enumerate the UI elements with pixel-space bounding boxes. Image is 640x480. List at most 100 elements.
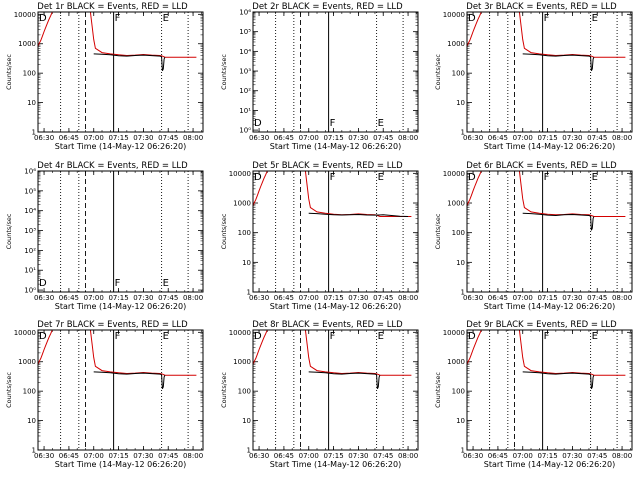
- y-tick-label: 10⁴: [239, 48, 251, 56]
- panel-det-4: Det 4r BLACK = Events, RED = LLD Counts/s…: [5, 161, 204, 311]
- mode-letter: E: [592, 13, 598, 24]
- y-tick-label: 1: [461, 289, 465, 297]
- mode-letter: D: [468, 13, 476, 24]
- x-tick-label: 07:00: [513, 452, 533, 460]
- x-tick-label: 07:45: [587, 452, 607, 460]
- mode-letter: E: [378, 118, 384, 129]
- mode-letter: F: [544, 172, 550, 183]
- mode-letter: D: [468, 172, 476, 183]
- x-tick-label: 06:45: [59, 134, 79, 142]
- plot-frame: [252, 329, 419, 451]
- mode-letter: D: [254, 118, 262, 129]
- x-tick-label: 06:45: [59, 294, 79, 302]
- x-tick-label: 06:30: [34, 134, 54, 142]
- plot-frame: [37, 170, 204, 293]
- x-tick-label: 08:00: [398, 134, 418, 142]
- series-events-line: [522, 53, 595, 72]
- y-tick-label: 1: [247, 447, 251, 455]
- x-tick-label: 06:30: [249, 134, 269, 142]
- x-tick-label: 06:30: [34, 294, 54, 302]
- panel-title: Det 9r BLACK = Events, RED = LLD: [466, 320, 617, 330]
- mode-letter: D: [468, 331, 476, 342]
- y-tick-label: 10: [456, 417, 465, 425]
- y-tick-label: 100: [452, 70, 465, 78]
- panel-det-6: Det 6r BLACK = Events, RED = LLD Counts/s…: [434, 161, 633, 311]
- x-tick-label: 07:45: [587, 134, 607, 142]
- x-tick-label: 07:30: [562, 294, 582, 302]
- x-axis-label: Start Time (14-May-12 06:26:20): [55, 460, 186, 469]
- plot-frame: [37, 11, 204, 133]
- mode-letter: D: [39, 13, 47, 24]
- y-tick-label: 10000: [443, 329, 465, 337]
- x-tick-label: 07:30: [133, 294, 153, 302]
- y-tick-label: 10⁵: [239, 28, 251, 36]
- y-tick-label: 10: [27, 99, 36, 107]
- y-tick-label: 100: [452, 229, 465, 237]
- y-axis-label: Counts/sec: [5, 54, 13, 90]
- y-tick-label: 1000: [233, 200, 251, 208]
- mode-letter: E: [378, 172, 384, 183]
- y-tick-label: 1: [32, 129, 36, 137]
- mode-letter: E: [378, 331, 384, 342]
- x-tick-label: 07:30: [348, 134, 368, 142]
- x-tick-label: 07:15: [323, 294, 343, 302]
- panel-det-2: Det 2r BLACK = Events, RED = LLD Counts/s…: [220, 2, 419, 151]
- mode-letter: E: [592, 172, 598, 183]
- x-tick-label: 08:00: [612, 452, 632, 460]
- mode-letter: F: [330, 331, 336, 342]
- x-tick-label: 07:00: [84, 134, 104, 142]
- x-tick-label: 07:30: [133, 452, 153, 460]
- x-tick-label: 06:30: [249, 294, 269, 302]
- x-tick-label: 07:30: [562, 134, 582, 142]
- x-tick-label: 06:45: [488, 294, 508, 302]
- mode-letter: F: [544, 331, 550, 342]
- y-tick-label: 100: [238, 229, 251, 237]
- mode-letter: F: [330, 118, 336, 129]
- x-tick-label: 06:45: [274, 452, 294, 460]
- x-tick-label: 07:45: [373, 134, 393, 142]
- y-tick-label: 10⁰: [24, 287, 36, 295]
- y-axis-label: Counts/sec: [434, 372, 442, 408]
- x-tick-label: 07:00: [299, 294, 319, 302]
- y-tick-label: 10000: [229, 170, 251, 178]
- y-axis-label: Counts/sec: [434, 213, 442, 249]
- y-tick-label: 1000: [447, 200, 465, 208]
- y-tick-label: 10⁶: [239, 9, 251, 17]
- series-events-line: [93, 53, 166, 72]
- series-lld-line: [467, 12, 626, 58]
- y-tick-label: 10³: [24, 227, 36, 235]
- mode-letter: F: [115, 278, 121, 289]
- x-tick-label: 08:00: [398, 452, 418, 460]
- x-tick-label: 08:00: [612, 134, 632, 142]
- y-tick-label: 10³: [239, 68, 251, 76]
- y-tick-label: 10²: [239, 87, 251, 95]
- series-events-line: [308, 371, 381, 390]
- mode-letter: D: [39, 278, 47, 289]
- y-tick-label: 10¹: [24, 267, 36, 275]
- y-tick-label: 10000: [229, 329, 251, 337]
- y-tick-label: 10000: [443, 11, 465, 19]
- y-tick-label: 100: [23, 388, 36, 396]
- y-axis-label: Counts/sec: [434, 54, 442, 90]
- x-tick-label: 07:45: [373, 452, 393, 460]
- x-tick-label: 06:30: [34, 452, 54, 460]
- y-tick-label: 100: [238, 388, 251, 396]
- y-tick-label: 10: [456, 259, 465, 267]
- y-tick-label: 10⁶: [24, 168, 36, 176]
- y-axis-label: Counts/sec: [5, 213, 13, 249]
- series-events-line: [308, 212, 409, 217]
- x-tick-label: 08:00: [612, 294, 632, 302]
- plot-frame: [466, 329, 633, 451]
- y-tick-label: 10000: [14, 11, 36, 19]
- panel-title: Det 3r BLACK = Events, RED = LLD: [466, 2, 617, 12]
- series-lld-line: [253, 330, 412, 376]
- x-axis-label: Start Time (14-May-12 06:26:20): [55, 142, 186, 151]
- x-tick-label: 06:45: [488, 134, 508, 142]
- x-axis-label: Start Time (14-May-12 06:26:20): [270, 460, 401, 469]
- x-tick-label: 06:30: [463, 294, 483, 302]
- y-axis-label: Counts/sec: [220, 213, 228, 249]
- x-tick-label: 07:00: [513, 294, 533, 302]
- mode-letter: E: [163, 278, 169, 289]
- x-tick-label: 06:30: [463, 452, 483, 460]
